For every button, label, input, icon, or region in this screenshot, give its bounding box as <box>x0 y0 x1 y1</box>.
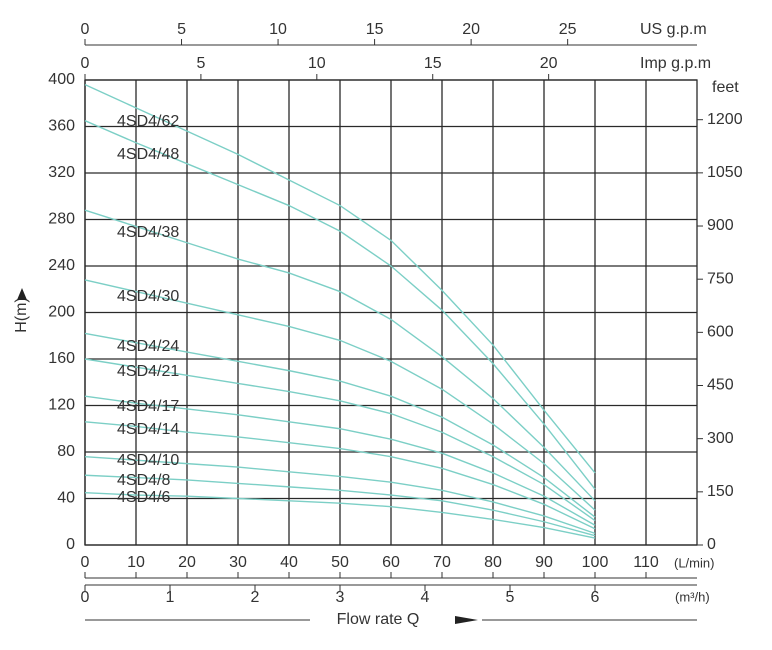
x2-tick-label: 6 <box>591 589 600 606</box>
curve <box>84 332 596 518</box>
x2-tick-label: 10 <box>269 21 287 38</box>
x2-tick-label: 5 <box>177 21 186 38</box>
curve <box>84 209 596 502</box>
x2-tick-label: 0 <box>81 21 90 38</box>
x-unit: (L/min) <box>674 555 714 570</box>
y-axis-label: H(m) <box>13 297 30 333</box>
curve <box>84 491 596 539</box>
y-tick-label: 40 <box>57 490 75 507</box>
x-tick-label: 30 <box>229 554 247 571</box>
curve <box>84 395 596 526</box>
curve <box>84 120 596 490</box>
y2-axis-label: feet <box>712 79 739 96</box>
curve-label: 4SD4/8 <box>117 472 170 489</box>
curve-label: 4SD4/10 <box>117 452 179 469</box>
x-tick-label: 110 <box>633 554 659 571</box>
curve <box>84 455 596 535</box>
x-tick-label: 70 <box>433 554 451 571</box>
curve <box>84 84 596 474</box>
curve-label: 4SD4/6 <box>117 489 170 506</box>
x2-tick-label: 15 <box>424 55 442 72</box>
x2-axis-label: Imp g.p.m <box>640 55 711 72</box>
y2-tick-label: 0 <box>707 536 716 553</box>
y2-tick-label: 900 <box>707 217 734 234</box>
curve-label: 4SD4/30 <box>117 288 179 305</box>
x2-tick-label: 1 <box>166 589 175 606</box>
x2-tick-label: 3 <box>336 589 345 606</box>
y-tick-label: 160 <box>48 350 75 367</box>
curve <box>84 421 596 530</box>
y-tick-label: 240 <box>48 257 75 274</box>
y2-tick-label: 300 <box>707 430 734 447</box>
curve-label: 4SD4/21 <box>117 363 179 380</box>
x2-tick-label: 10 <box>308 55 326 72</box>
y-tick-label: 120 <box>48 397 75 414</box>
x2-tick-label: 15 <box>366 21 384 38</box>
x2-tick-label: 5 <box>196 55 205 72</box>
x-tick-label: 60 <box>382 554 400 571</box>
y-tick-label: 360 <box>48 118 75 135</box>
x-tick-label: 90 <box>535 554 553 571</box>
y-tick-label: 280 <box>48 211 75 228</box>
x-axis-label: Flow rate Q <box>337 611 420 628</box>
plot-frame <box>84 79 698 546</box>
x2-axis-label: (m³/h) <box>675 589 710 604</box>
x2-tick-label: 0 <box>81 55 90 72</box>
x2-tick-label: 4 <box>421 589 430 606</box>
y2-tick-label: 750 <box>707 270 734 287</box>
y-tick-label: 200 <box>48 304 75 321</box>
curve <box>84 474 596 537</box>
curve-label: 4SD4/38 <box>117 224 179 241</box>
x-tick-label: 80 <box>484 554 502 571</box>
x-arrow <box>455 616 478 624</box>
y2-tick-label: 600 <box>707 324 734 341</box>
x-tick-label: 40 <box>280 554 298 571</box>
y-tick-label: 0 <box>66 536 75 553</box>
x-tick-label: 0 <box>81 554 90 571</box>
x2-tick-label: 2 <box>251 589 260 606</box>
y-arrow <box>17 288 27 300</box>
curve <box>84 279 596 511</box>
x2-axis-label: US g.p.m <box>640 21 707 38</box>
y-tick-label: 320 <box>48 164 75 181</box>
x-tick-label: 10 <box>127 554 145 571</box>
curve-label: 4SD4/24 <box>117 338 179 355</box>
curve-label: 4SD4/62 <box>117 113 179 130</box>
x2-tick-label: 25 <box>559 21 577 38</box>
y2-tick-label: 1050 <box>707 164 743 181</box>
y2-tick-label: 450 <box>707 377 734 394</box>
curve-label: 4SD4/48 <box>117 146 179 163</box>
x2-tick-label: 0 <box>81 589 90 606</box>
x2-tick-label: 20 <box>540 55 558 72</box>
curve-label: 4SD4/17 <box>117 398 179 415</box>
curve-label: 4SD4/14 <box>117 421 179 438</box>
x2-tick-label: 5 <box>506 589 515 606</box>
x-tick-label: 50 <box>331 554 349 571</box>
x2-tick-label: 20 <box>462 21 480 38</box>
x-tick-label: 20 <box>178 554 196 571</box>
curve <box>84 358 596 522</box>
x-tick-label: 100 <box>582 554 609 571</box>
y2-tick-label: 1200 <box>707 111 743 128</box>
y-tick-label: 80 <box>57 443 75 460</box>
y2-tick-label: 150 <box>707 483 734 500</box>
y-tick-label: 400 <box>48 71 75 88</box>
